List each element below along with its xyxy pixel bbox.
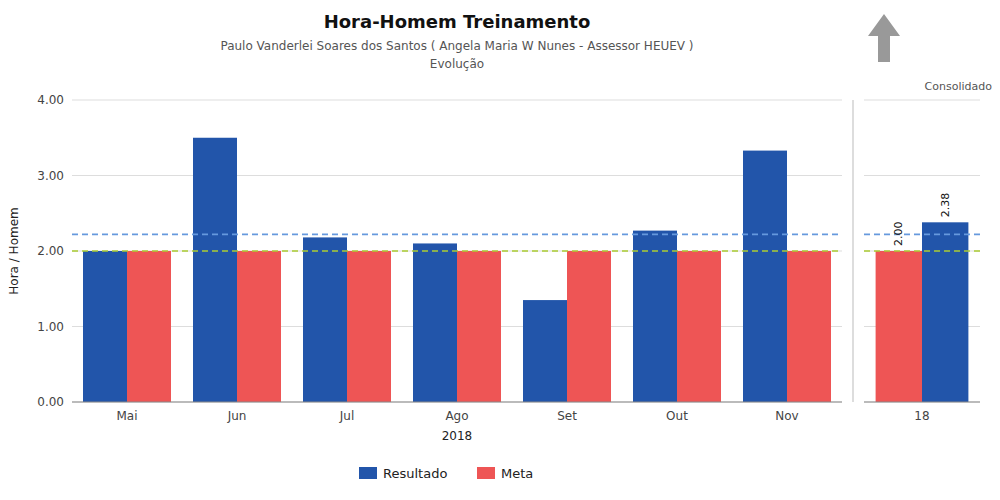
grid-line bbox=[864, 402, 980, 403]
data-label: 2.38 bbox=[939, 193, 952, 218]
bar bbox=[922, 222, 968, 402]
chart: Hora-Homem Treinamento Paulo Vanderlei So… bbox=[0, 0, 1000, 500]
bar bbox=[633, 231, 677, 402]
legend: Resultado Meta bbox=[359, 466, 533, 481]
annotation: Consolidado bbox=[925, 80, 993, 93]
x-axis-line bbox=[72, 402, 842, 403]
x-tick-label: Nov bbox=[775, 409, 798, 423]
y-tick-label: 1.00 bbox=[37, 320, 64, 334]
panel: 0.00 1.00 2.00 3.00 4.00 Mai Jun Jul Ago Set Out No… bbox=[7, 93, 842, 443]
x-tick-label: Out bbox=[666, 409, 688, 423]
x-axis-line bbox=[864, 402, 980, 403]
reference-line bbox=[864, 234, 980, 236]
bar bbox=[876, 251, 922, 402]
decorative-arrow bbox=[868, 14, 900, 62]
reference-line bbox=[72, 250, 842, 252]
x-tick-label: Mai bbox=[116, 409, 137, 423]
grid-line bbox=[72, 175, 842, 176]
legend-swatch bbox=[477, 467, 495, 479]
y-axis-label: Hora / Homem bbox=[7, 207, 21, 294]
bar bbox=[677, 251, 721, 402]
subtitle: Evolução bbox=[430, 57, 484, 71]
separator bbox=[853, 100, 854, 402]
panel: 2.00 2.38 18 bbox=[864, 100, 980, 423]
bar bbox=[347, 251, 391, 402]
x-tick-label: Jul bbox=[339, 409, 354, 423]
grid-line bbox=[864, 100, 980, 101]
bar bbox=[567, 251, 611, 402]
bar bbox=[127, 251, 171, 402]
legend-label: Resultado bbox=[383, 466, 447, 481]
legend-label: Meta bbox=[501, 466, 533, 481]
y-tick-label: 0.00 bbox=[37, 395, 64, 409]
y-tick-label: 3.00 bbox=[37, 169, 64, 183]
bar bbox=[237, 251, 281, 402]
background bbox=[0, 0, 1000, 500]
bar bbox=[303, 237, 347, 402]
data-labels: 2.00 2.38 bbox=[892, 193, 951, 246]
bar bbox=[523, 300, 567, 402]
x-tick-label: Ago bbox=[445, 409, 468, 423]
bar bbox=[457, 251, 501, 402]
y-tick-label: 4.00 bbox=[37, 93, 64, 107]
y-tick-label: 2.00 bbox=[37, 244, 64, 258]
bar bbox=[743, 151, 787, 402]
reference-line bbox=[72, 234, 842, 236]
reference-line bbox=[864, 250, 980, 252]
legend-swatch bbox=[359, 467, 377, 479]
x-tick-label: Set bbox=[557, 409, 577, 423]
grid-line bbox=[72, 402, 842, 403]
data-label: 2.00 bbox=[892, 222, 905, 247]
marks bbox=[72, 138, 842, 402]
x-tick-label: Jun bbox=[227, 409, 247, 423]
grid-line bbox=[864, 175, 980, 176]
title: Hora-Homem Treinamento bbox=[324, 11, 591, 32]
bar bbox=[83, 251, 127, 402]
x-tick-label: 18 bbox=[914, 409, 929, 423]
grid-line bbox=[72, 251, 842, 252]
subtitle: Paulo Vanderlei Soares dos Santos ( Ange… bbox=[220, 39, 693, 53]
x-axis-label: 2018 bbox=[442, 429, 473, 443]
bar bbox=[193, 138, 237, 402]
grid-line bbox=[72, 100, 842, 101]
bar bbox=[413, 243, 457, 402]
marks bbox=[864, 222, 980, 402]
bar bbox=[787, 251, 831, 402]
